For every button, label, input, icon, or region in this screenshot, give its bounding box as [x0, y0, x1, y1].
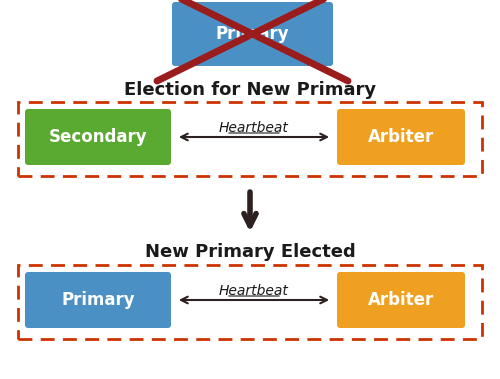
- FancyBboxPatch shape: [25, 109, 171, 165]
- FancyBboxPatch shape: [337, 109, 465, 165]
- Text: Primary: Primary: [61, 291, 135, 309]
- FancyBboxPatch shape: [172, 2, 333, 66]
- Text: New Primary Elected: New Primary Elected: [144, 243, 356, 261]
- Text: Secondary: Secondary: [48, 128, 148, 146]
- Text: Arbiter: Arbiter: [368, 291, 434, 309]
- Text: Heartbeat: Heartbeat: [219, 284, 289, 298]
- Text: Arbiter: Arbiter: [368, 128, 434, 146]
- Text: Heartbeat: Heartbeat: [219, 121, 289, 135]
- FancyBboxPatch shape: [25, 272, 171, 328]
- Text: Primary: Primary: [216, 25, 290, 43]
- Text: Election for New Primary: Election for New Primary: [124, 81, 376, 99]
- FancyBboxPatch shape: [337, 272, 465, 328]
